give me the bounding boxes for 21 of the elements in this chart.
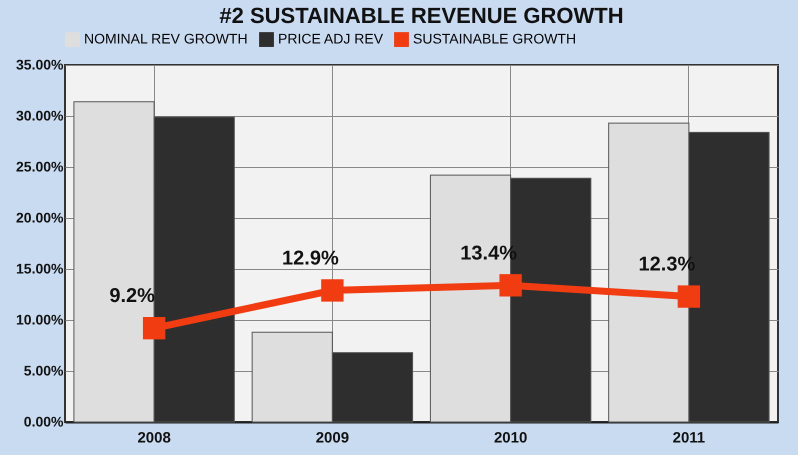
point: [321, 279, 344, 302]
point: [678, 285, 700, 308]
x-tick-label: 2011: [672, 430, 706, 446]
y-tick-label: 25.00%: [16, 158, 64, 174]
legend-label: PRICE ADJ REV: [278, 30, 384, 47]
point: [499, 274, 522, 296]
y-tick-label: 35.00%: [16, 56, 64, 72]
y-tick-label: 10.00%: [16, 312, 64, 328]
point: [142, 316, 166, 340]
legend-label: SUSTAINABLE GROWTH: [413, 30, 576, 47]
y-tick-label: 20.00%: [16, 210, 64, 226]
chart-title: #2 SUSTAINABLE REVENUE GROWTH: [219, 3, 624, 28]
data-label: 12.9%: [282, 247, 339, 270]
y-tick-label: 15.00%: [16, 260, 64, 276]
x-tick-label: 2010: [494, 430, 528, 446]
y-tick-label: 5.00%: [24, 362, 64, 378]
x-tick-label: 2009: [316, 430, 350, 446]
y-tick-label: 30.00%: [16, 108, 64, 124]
legend-label: NOMINAL REV GROWTH: [84, 30, 248, 47]
x-tick-label: 2008: [137, 430, 171, 446]
y-tick-label: 0.00%: [24, 414, 64, 430]
